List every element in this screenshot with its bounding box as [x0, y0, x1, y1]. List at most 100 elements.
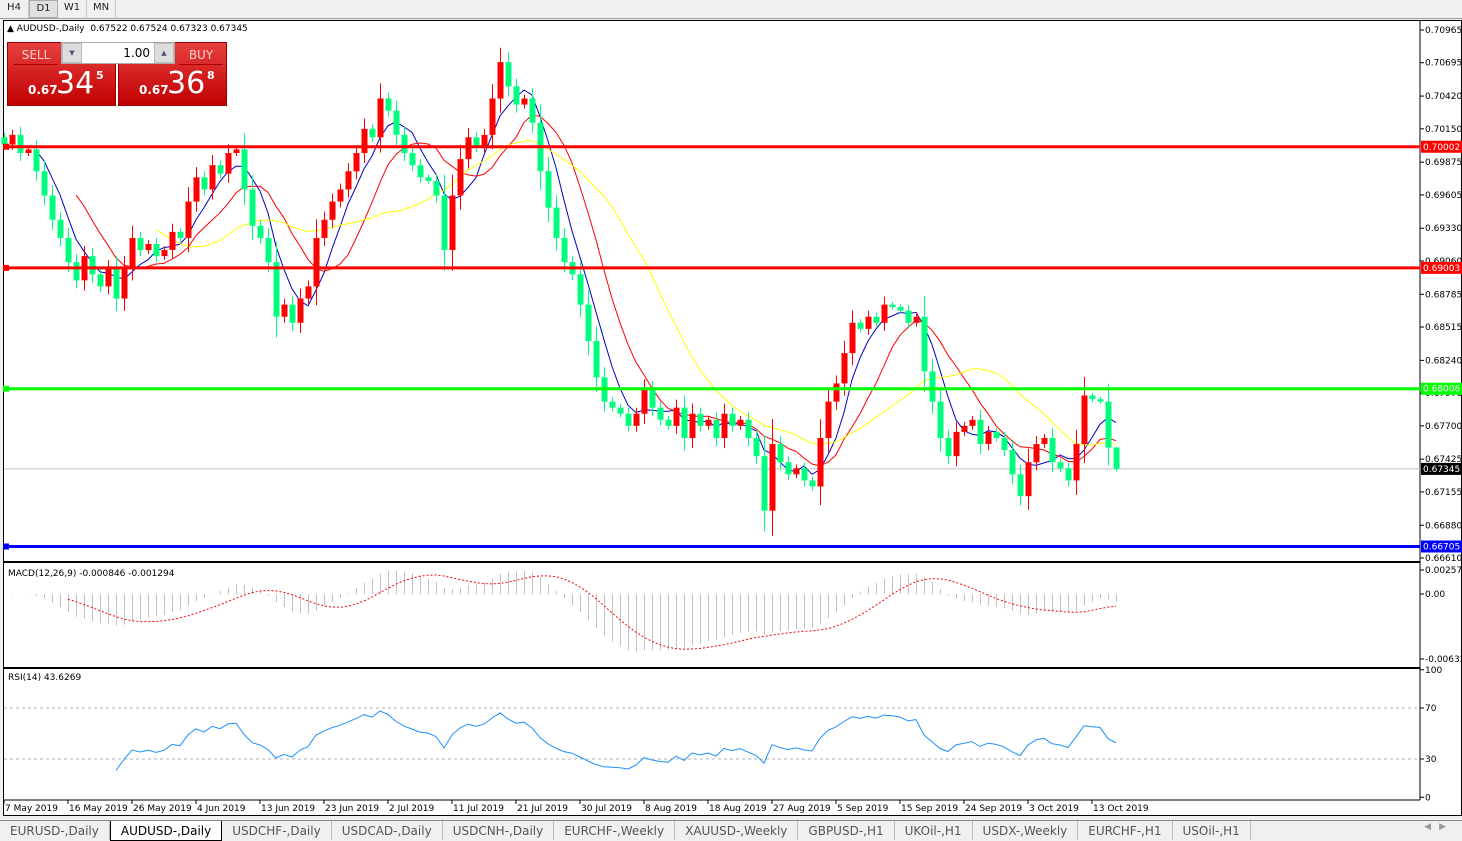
symbol-tab[interactable]: XAUUSD-,Weekly — [675, 821, 799, 840]
candle-body — [257, 225, 264, 238]
timeframe-w1[interactable]: W1 — [58, 0, 87, 18]
candle-body — [89, 256, 96, 275]
candle-body — [209, 165, 216, 190]
candle-body — [641, 389, 648, 414]
symbol-tab[interactable]: GBPUSD-,H1 — [798, 821, 895, 840]
lot-decrease-button[interactable]: ▼ — [62, 43, 82, 63]
candle — [785, 456, 792, 481]
symbol-tab[interactable]: USDCAD-,Daily — [332, 821, 443, 840]
timeframe-d1[interactable]: D1 — [29, 0, 58, 18]
price-tick-label: 0.68240 — [1425, 356, 1462, 366]
candle-body — [225, 153, 232, 174]
candle — [441, 174, 448, 271]
candle — [873, 312, 880, 327]
candle-body — [1017, 474, 1024, 497]
candle — [433, 174, 440, 203]
candle-body — [993, 431, 1000, 438]
symbol-tab[interactable]: USOil-,H1 — [1173, 821, 1251, 840]
candle-body — [97, 274, 104, 287]
candle-body — [25, 149, 32, 154]
candle-body — [273, 262, 280, 317]
date-tick-label: 5 Sep 2019 — [837, 804, 889, 814]
candle-body — [585, 304, 592, 341]
timeframe-h4[interactable]: H4 — [0, 0, 29, 18]
candle-body — [361, 128, 368, 154]
macd-tick-label: 0.002574 — [1425, 566, 1462, 576]
timeframe-mn[interactable]: MN — [87, 0, 116, 18]
price-tick-label: 0.70695 — [1425, 59, 1462, 69]
candle-body — [769, 444, 776, 511]
symbol-label: AUDUSD-,Daily — [16, 24, 85, 34]
symbol-tab[interactable]: UKOil-,H1 — [895, 821, 973, 840]
candle — [737, 415, 744, 430]
candle-body — [841, 353, 848, 384]
lot-size-input[interactable]: 1.00 — [82, 43, 154, 63]
candle — [777, 435, 784, 471]
date-tick-label: 15 Sep 2019 — [901, 804, 958, 814]
candle — [393, 100, 400, 146]
candle-body — [305, 286, 312, 299]
chart-svg[interactable]: 0.70965 0.70695 0.70420 0.70150 0.69875 0.696… — [0, 0, 1462, 820]
candle-body — [713, 419, 720, 438]
date-tick-label: 26 May 2019 — [133, 804, 192, 814]
candle-body — [561, 237, 568, 263]
candle-body — [449, 195, 456, 251]
candle — [921, 295, 928, 393]
candle-body — [873, 316, 880, 323]
date-tick-label: 13 Oct 2019 — [1093, 804, 1149, 814]
candle — [513, 78, 520, 113]
date-tick-label: 11 Jul 2019 — [453, 804, 504, 814]
symbol-tab[interactable]: USDCNH-,Daily — [443, 821, 555, 840]
candle — [177, 228, 184, 242]
candle — [881, 296, 888, 331]
candle — [329, 193, 336, 228]
candle — [1113, 447, 1120, 472]
candle — [273, 241, 280, 338]
candle-body — [617, 407, 624, 414]
level-price-tag — [1421, 540, 1462, 553]
price-tick-label: 0.67700 — [1425, 422, 1462, 432]
candle-body — [433, 180, 440, 196]
candle-body — [497, 62, 504, 99]
candle — [1025, 448, 1032, 510]
candle — [105, 260, 112, 295]
candle — [425, 174, 432, 184]
symbol-tab[interactable]: USDX-,Weekly — [973, 821, 1079, 840]
candle — [553, 195, 560, 251]
lot-increase-button[interactable]: ▲ — [154, 43, 174, 63]
ohlc-values: 0.67522 0.67524 0.67323 0.67345 — [90, 24, 248, 34]
candle — [713, 411, 720, 447]
candle — [289, 296, 296, 331]
candle-body — [817, 437, 824, 487]
symbol-tab[interactable]: EURCHF-,Weekly — [554, 821, 676, 840]
candle-body — [185, 201, 192, 238]
symbol-tab[interactable]: EURCHF-,H1 — [1078, 821, 1173, 840]
candle-body — [577, 274, 584, 305]
candle — [889, 302, 896, 310]
candle — [1081, 376, 1088, 463]
candle — [49, 185, 56, 230]
candle-body — [953, 431, 960, 457]
symbol-tab[interactable]: EURUSD-,Daily — [0, 821, 110, 840]
candle — [161, 246, 168, 260]
level-handle — [3, 543, 9, 550]
current-price-label: 0.67345 — [1423, 465, 1460, 475]
timeframe-toolbar: H4 D1 W1 MN — [0, 0, 1462, 19]
candle-body — [369, 128, 376, 138]
level-price-tag — [1421, 140, 1462, 153]
symbol-tab[interactable]: AUDUSD-,Daily — [109, 821, 223, 841]
candle-body — [921, 316, 928, 372]
macd-tick-label: -0.006326 — [1425, 655, 1462, 665]
collapse-triangle-icon[interactable]: ▲ — [7, 24, 14, 34]
price-tick-label: 0.68785 — [1425, 290, 1462, 300]
candle — [729, 407, 736, 432]
candle — [593, 326, 600, 392]
sell-price-big: 34 — [56, 66, 95, 101]
candle — [945, 429, 952, 465]
date-tick-label: 30 Jul 2019 — [581, 804, 632, 814]
candle — [113, 255, 120, 311]
candle-body — [1009, 450, 1016, 475]
tab-scroll-arrows-icon[interactable]: ◀▶ — [1424, 822, 1454, 832]
symbol-tab[interactable]: USDCHF-,Daily — [222, 821, 332, 840]
macd-tick-label: 0.00 — [1425, 590, 1445, 600]
